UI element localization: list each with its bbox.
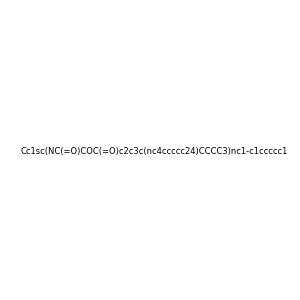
Text: Cc1sc(NC(=O)COC(=O)c2c3c(nc4ccccc24)CCCC3)nc1-c1ccccc1: Cc1sc(NC(=O)COC(=O)c2c3c(nc4ccccc24)CCCC… <box>20 147 287 156</box>
